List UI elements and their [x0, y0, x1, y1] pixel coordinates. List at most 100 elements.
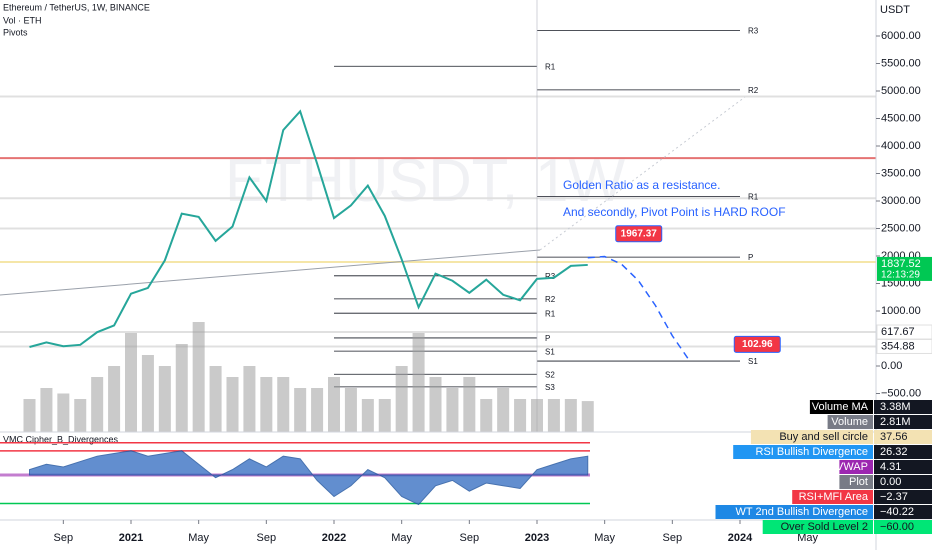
- legend-name: RSI+MFI Area: [799, 491, 869, 503]
- countdown: 12:13:29: [881, 270, 920, 281]
- volume-bar: [260, 377, 273, 432]
- last-price: 1837.52: [881, 258, 921, 270]
- price-line: [29, 109, 588, 348]
- volume-bar: [361, 399, 374, 432]
- x-tick-label: 2021: [119, 532, 143, 544]
- volume-bar: [412, 333, 425, 432]
- legend-name: WT 2nd Bullish Divergence: [736, 506, 868, 518]
- legend-name-box: [715, 505, 873, 519]
- x-tick-label: Sep: [257, 532, 277, 544]
- volume-bar: [378, 399, 391, 432]
- legend-value-box: [874, 460, 932, 474]
- trend-line: [0, 249, 541, 296]
- legend-value-box: [874, 430, 932, 444]
- legend-value: 26.32: [880, 446, 908, 458]
- volume-bar: [209, 366, 222, 432]
- volume-bar: [514, 399, 527, 432]
- callout: [615, 225, 663, 243]
- legend-value: −40.22: [880, 506, 914, 518]
- pivot-label: S1: [545, 347, 555, 356]
- pivot-label: P: [545, 334, 550, 343]
- legend-value-box: [874, 475, 932, 489]
- projection-path: [587, 255, 690, 361]
- legend-name-box: [750, 430, 873, 444]
- x-tick-label: 2022: [322, 532, 346, 544]
- legend-value-box: [874, 445, 932, 459]
- legend-value: 37.56: [880, 431, 908, 443]
- volume-bar: [40, 388, 53, 432]
- x-tick-label: Sep: [54, 532, 74, 544]
- volume-bar: [141, 355, 154, 432]
- legend-value: −2.37: [880, 491, 908, 503]
- volume-bar: [23, 399, 36, 432]
- pivot-label: R3: [748, 27, 759, 36]
- volume-bar: [277, 377, 290, 432]
- legend-name-box: [762, 520, 873, 534]
- legend-name-box: [733, 445, 873, 459]
- legend-name-box: [809, 400, 873, 414]
- legend-value: 0.00: [880, 476, 901, 488]
- pivot-label: S3: [545, 383, 555, 392]
- legend-name-box: [792, 490, 873, 504]
- legend-name: Buy and sell circle: [779, 431, 868, 443]
- volume-bar: [192, 322, 205, 432]
- y-tick-label: 5000.00: [881, 85, 921, 97]
- volume-bar: [243, 366, 256, 432]
- volume-bar: [463, 377, 476, 432]
- volume-bar: [497, 388, 510, 432]
- volume-bar: [311, 388, 324, 432]
- volume-bar: [125, 333, 137, 432]
- callout-label: 1967.37: [621, 228, 658, 239]
- callout-label: 102.96: [742, 339, 773, 350]
- x-tick-label: May: [391, 532, 412, 544]
- x-tick-label: 2023: [525, 532, 549, 544]
- indicator: Pivots: [3, 27, 28, 37]
- pivot-label: R2: [748, 86, 759, 95]
- pivot-label: S2: [545, 370, 555, 379]
- x-tick-label: Sep: [460, 532, 480, 544]
- level-box: [876, 338, 932, 354]
- legend-name: Over Sold Level 2: [781, 521, 868, 533]
- y-tick-label: 4000.00: [881, 140, 921, 152]
- x-tick-label: Sep: [663, 532, 683, 544]
- legend-value-box: [874, 490, 932, 504]
- currency: USDT: [880, 4, 910, 16]
- volume-bar: [581, 401, 594, 432]
- legend-name-box: [839, 460, 873, 474]
- pivot-label: R1: [545, 309, 556, 318]
- x-tick-label: May: [188, 532, 209, 544]
- level-label: 617.67: [881, 326, 915, 338]
- volume-bar: [91, 377, 104, 432]
- legend-name: Plot: [849, 476, 868, 488]
- y-tick-label: 2500.00: [881, 222, 921, 234]
- callout: [733, 335, 781, 353]
- legend-name-box: [827, 415, 873, 429]
- volume-bar: [175, 344, 188, 432]
- legend-value: 2.81M: [880, 416, 911, 428]
- x-tick-label: May: [797, 532, 818, 544]
- annotation: Golden Ratio as a resistance.: [563, 178, 720, 192]
- volume-bar: [226, 377, 239, 432]
- wave-area: [29, 450, 589, 506]
- last-price-box: [877, 256, 932, 281]
- y-tick-label: 0.00: [881, 360, 902, 372]
- legend-name: RSI Bullish Divergence: [756, 446, 869, 458]
- volume-bar: [531, 399, 543, 432]
- volume-bar: [480, 399, 493, 432]
- symbol-title: Ethereum / TetherUS, 1W, BINANCE: [3, 2, 150, 12]
- indicator: Vol · ETH: [3, 15, 42, 25]
- y-tick-label: −500.00: [881, 387, 921, 399]
- y-tick-label: 3000.00: [881, 195, 921, 207]
- legend-value: 4.31: [880, 461, 901, 473]
- volume-bar: [547, 399, 560, 432]
- volume-bar: [328, 377, 340, 432]
- x-tick-label: 2024: [728, 532, 753, 544]
- legend-name: VWAP: [836, 461, 868, 473]
- pivot-label: R3: [545, 272, 556, 281]
- volume-bar: [158, 366, 171, 432]
- volume-bar: [344, 388, 357, 432]
- pivot-label: P: [748, 253, 753, 262]
- osc-title: VMC Cipher_B_Divergences: [3, 434, 119, 444]
- level-label: 354.88: [881, 340, 915, 352]
